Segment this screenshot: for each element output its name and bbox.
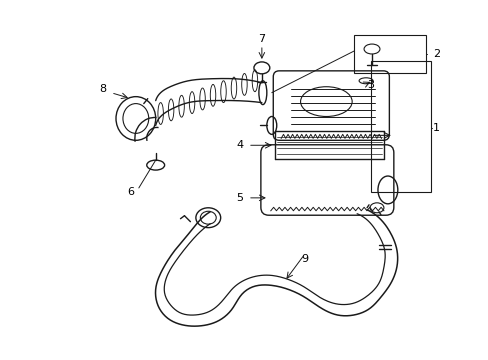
Text: 5: 5 [236, 193, 243, 203]
Text: 2: 2 [432, 49, 439, 59]
Text: 4: 4 [236, 140, 243, 150]
Text: 8: 8 [100, 84, 106, 94]
Text: 7: 7 [258, 34, 265, 44]
Text: 9: 9 [300, 255, 307, 264]
Text: 6: 6 [127, 187, 134, 197]
Text: 1: 1 [432, 123, 439, 134]
Text: 3: 3 [367, 80, 374, 90]
